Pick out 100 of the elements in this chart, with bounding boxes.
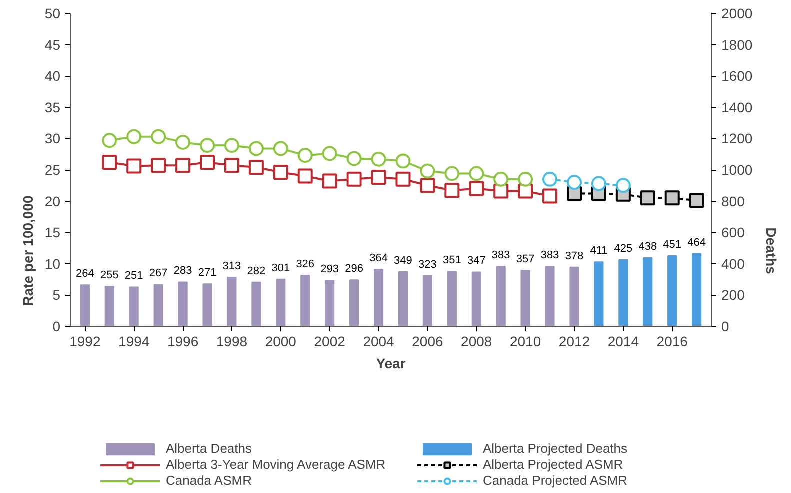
point	[322, 146, 338, 162]
data-label: 383	[492, 250, 510, 262]
data-label: 464	[688, 236, 706, 249]
x-tick-label: 2004	[363, 334, 395, 350]
x-axis-title: Year	[376, 356, 406, 372]
bar	[422, 275, 432, 327]
y-tick-label: 30	[44, 130, 61, 147]
point	[298, 148, 313, 164]
point	[420, 178, 436, 194]
data-label: 323	[418, 258, 437, 271]
data-label: 357	[516, 254, 535, 266]
x-tick-label: 1994	[118, 334, 150, 350]
y2-tick-label: 1400	[722, 99, 753, 116]
data-label: 326	[296, 258, 315, 270]
point	[689, 193, 704, 208]
y2-tick-label: 600	[722, 224, 746, 241]
point	[151, 158, 166, 174]
bar	[276, 278, 286, 327]
point	[298, 168, 313, 184]
data-label: 283	[174, 265, 192, 278]
bar	[202, 284, 212, 327]
point	[200, 138, 216, 154]
point	[542, 188, 558, 204]
legend-label: Alberta Projected ASMR	[483, 457, 624, 472]
bar	[104, 286, 114, 327]
legend-label: Canada ASMR	[166, 473, 253, 488]
y-tick-label: 50	[44, 6, 61, 22]
bar	[520, 270, 530, 327]
data-label: 255	[100, 270, 119, 282]
y2-tick-label: 400	[722, 256, 746, 272]
bar	[252, 282, 262, 327]
data-label: 349	[394, 254, 412, 267]
bar	[618, 259, 628, 327]
y2-tick-label: 800	[722, 193, 746, 210]
y-tick-label: 10	[44, 256, 61, 272]
point	[248, 160, 264, 175]
bar	[447, 271, 457, 327]
y-tick-label: 5	[52, 287, 61, 304]
data-label: 251	[124, 270, 144, 282]
point	[664, 190, 680, 206]
data-label: 296	[345, 263, 364, 276]
bar	[300, 274, 310, 327]
x-tick-label: 2006	[412, 334, 444, 350]
data-label: 351	[442, 254, 462, 267]
point	[273, 165, 288, 180]
bar	[129, 286, 139, 327]
point	[102, 154, 118, 170]
data-label: 383	[540, 250, 560, 262]
data-label: 271	[198, 267, 217, 280]
point	[322, 174, 338, 189]
point	[224, 158, 240, 174]
point	[200, 154, 216, 170]
x-tick-label: 2012	[558, 334, 590, 350]
y-tick-label: 25	[44, 162, 61, 178]
x-tick-label: 1998	[216, 334, 248, 350]
point	[248, 141, 264, 156]
y2-tick-label: 1200	[722, 130, 753, 147]
point	[542, 172, 558, 187]
bar	[374, 269, 384, 327]
bar	[227, 277, 237, 327]
bar	[496, 266, 506, 327]
x-tick-label: 1996	[167, 334, 199, 350]
data-label: 425	[614, 242, 633, 255]
y-tick-label: 15	[44, 224, 61, 241]
y-tick-label: 0	[52, 318, 61, 334]
point	[346, 172, 362, 187]
point	[469, 181, 484, 196]
y-tick-label: 40	[44, 68, 61, 84]
point	[371, 152, 386, 167]
point	[640, 190, 656, 206]
point	[126, 129, 142, 144]
data-label: 313	[222, 260, 242, 273]
bar	[692, 253, 702, 327]
y2-tick-label: 1800	[722, 36, 753, 53]
point	[151, 129, 166, 144]
data-label: 267	[149, 268, 168, 280]
bar	[80, 284, 90, 327]
y2-tick-label: 2000	[722, 6, 753, 22]
bar	[545, 266, 555, 327]
point	[444, 166, 460, 182]
y-tick-label: 35	[44, 99, 61, 116]
x-tick-label: 2000	[265, 334, 297, 350]
point	[346, 151, 362, 166]
bar	[472, 272, 482, 327]
x-tick-label: 2008	[461, 334, 492, 350]
legend-label: Alberta 3-Year Moving Average ASMR	[166, 457, 387, 472]
data-label: 301	[272, 262, 290, 274]
bar	[154, 284, 164, 327]
x-tick-label: 2016	[656, 334, 688, 350]
y-tick-label: 45	[44, 36, 61, 53]
bar	[325, 280, 335, 327]
bar	[398, 271, 408, 327]
y-axis-title: Rate per 100,000	[20, 196, 36, 306]
data-label: 293	[320, 264, 340, 276]
data-label: 364	[370, 252, 388, 265]
point	[176, 158, 191, 174]
point	[518, 172, 534, 187]
point	[102, 133, 118, 148]
legend-label: Canada Projected ASMR	[483, 473, 629, 488]
point	[444, 183, 460, 198]
